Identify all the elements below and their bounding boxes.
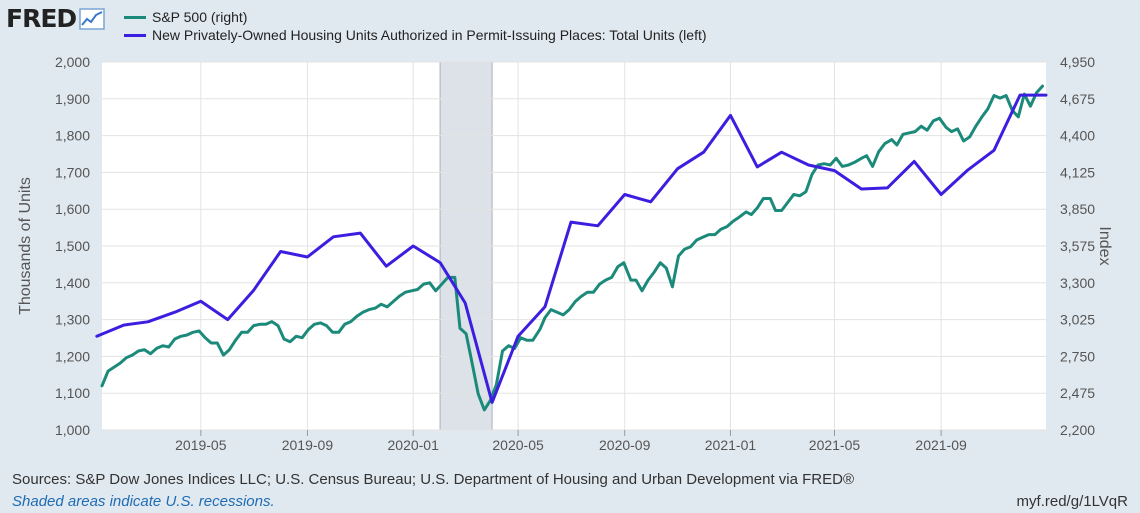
x-tick-label: 2020-01 xyxy=(388,437,440,453)
left-tick-label: 1,000 xyxy=(55,422,90,438)
legend-label-housing-permits: New Privately-Owned Housing Units Author… xyxy=(152,27,707,43)
left-axis-title: Thousands of Units xyxy=(17,177,34,315)
legend-swatch-sp500 xyxy=(124,15,146,19)
chart-legend: S&P 500 (right) New Privately-Owned Hous… xyxy=(124,8,707,44)
left-tick-label: 1,300 xyxy=(55,312,90,328)
fred-logo[interactable]: FRED xyxy=(6,4,105,34)
x-tick-label: 2020-05 xyxy=(492,437,544,453)
x-tick-label: 2019-09 xyxy=(282,437,334,453)
legend-label-sp500: S&P 500 (right) xyxy=(152,9,248,25)
left-tick-label: 1,900 xyxy=(55,91,90,107)
x-tick-label: 2019-05 xyxy=(175,437,227,453)
series-line-sp500 xyxy=(100,84,1044,412)
x-tick-label: 2020-09 xyxy=(599,437,651,453)
chart-area: 1,000 2,200 1,100 2,475 1,200 2,750 1,300 3,025… xyxy=(17,54,1113,453)
right-tick-label: 2,200 xyxy=(1060,422,1095,438)
right-tick-label: 4,400 xyxy=(1060,128,1095,144)
right-tick-label: 4,675 xyxy=(1060,91,1095,107)
right-tick-label: 4,950 xyxy=(1060,54,1095,70)
left-tick-label: 1,400 xyxy=(55,275,90,291)
left-tick-label: 1,500 xyxy=(55,238,90,254)
legend-swatch-housing-permits xyxy=(124,33,146,37)
series-line-housing-permits xyxy=(95,93,1048,404)
legend-item-sp500: S&P 500 (right) xyxy=(124,8,707,26)
chart-header: FRED S&P 500 (right) New Privately-Owned… xyxy=(0,0,1140,56)
legend-item-housing-permits: New Privately-Owned Housing Units Author… xyxy=(124,26,707,44)
left-tick-label: 1,600 xyxy=(55,201,90,217)
right-tick-label: 4,125 xyxy=(1060,164,1095,180)
chart-footer: Sources: S&P Dow Jones Indices LLC; U.S.… xyxy=(0,465,1140,513)
right-tick-label: 2,475 xyxy=(1060,385,1095,401)
short-url-link[interactable]: myf.red/g/1LVqR xyxy=(1016,493,1128,510)
line-chart-icon xyxy=(79,8,105,30)
right-tick-label: 3,575 xyxy=(1060,238,1095,254)
right-tick-label: 3,300 xyxy=(1060,275,1095,291)
right-axis-title: Index xyxy=(1096,226,1113,265)
x-tick-label: 2021-05 xyxy=(809,437,861,453)
x-tick-label: 2021-09 xyxy=(915,437,967,453)
left-tick-label: 1,200 xyxy=(55,348,90,364)
x-tick-label: 2021-01 xyxy=(705,437,757,453)
left-tick-label: 1,700 xyxy=(55,164,90,180)
fred-logo-text: FRED xyxy=(6,4,77,33)
recession-note: Shaded areas indicate U.S. recessions. xyxy=(12,493,275,510)
left-tick-label: 1,800 xyxy=(55,128,90,144)
right-tick-label: 2,750 xyxy=(1060,348,1095,364)
left-tick-label: 2,000 xyxy=(55,54,90,70)
right-tick-label: 3,025 xyxy=(1060,312,1095,328)
left-tick-label: 1,100 xyxy=(55,385,90,401)
sources-text: Sources: S&P Dow Jones Indices LLC; U.S.… xyxy=(12,471,855,488)
right-tick-label: 3,850 xyxy=(1060,201,1095,217)
